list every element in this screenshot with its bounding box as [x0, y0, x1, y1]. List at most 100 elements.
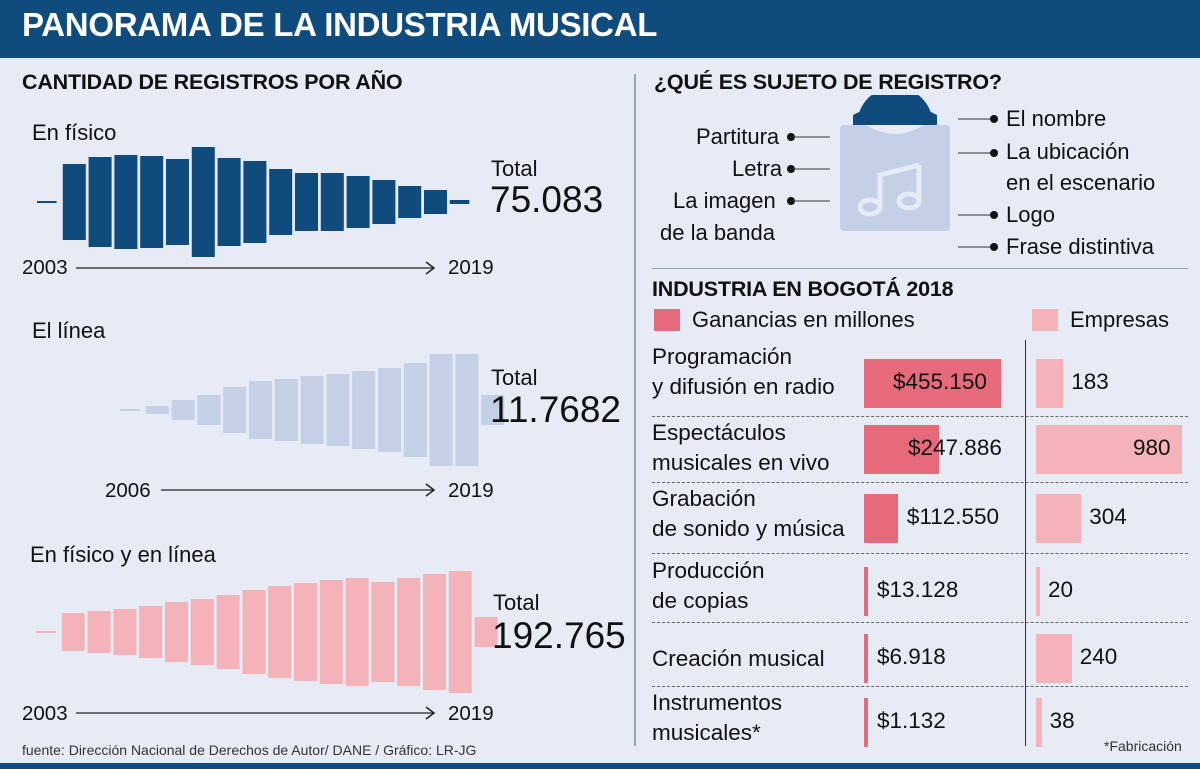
- empresas-bar: [1036, 698, 1042, 747]
- ganancias-bar: [864, 494, 898, 543]
- chart3-bar-4: [139, 606, 163, 658]
- industry-category-label: Instrumentos: [652, 690, 783, 715]
- chart3-bar-16: [448, 571, 472, 693]
- chart2-bar-10: [378, 368, 401, 452]
- chart2-bar-11: [403, 363, 427, 457]
- chart1-bar-16: [449, 200, 470, 204]
- chart1-bar-0: [37, 201, 57, 203]
- legend-empresas-swatch: [1032, 309, 1058, 331]
- reg-logo: Logo: [1006, 202, 1055, 227]
- chart2-total-value: 11.7682: [490, 389, 621, 430]
- chart2-bar-9: [352, 371, 376, 449]
- chart1-bar-12: [346, 176, 370, 228]
- chart-combined: [36, 571, 498, 693]
- chart3-end-year: 2019: [448, 702, 494, 725]
- reg-nombre: El nombre: [1006, 106, 1107, 131]
- empresas-value: 240: [1079, 644, 1118, 669]
- chart1-start-year: 2003: [22, 256, 68, 279]
- industry-category-label: de copias: [652, 588, 749, 613]
- chart2-title: El línea: [32, 318, 106, 343]
- empresas-value: 980: [1133, 435, 1171, 460]
- industry-title: INDUSTRIA EN BOGOTÁ 2018: [652, 277, 954, 301]
- empresas-bar: [1036, 494, 1082, 543]
- reg-frase: Frase distintiva: [1006, 234, 1154, 259]
- ganancias-bar: [864, 634, 868, 683]
- ganancias-value: $455.150: [893, 369, 987, 394]
- industry-category-label: musicales*: [652, 720, 761, 745]
- ganancias-bar: [864, 359, 1001, 408]
- industry-category-label: y difusión en radio: [652, 374, 835, 399]
- legend-ganancias-swatch: [654, 309, 680, 331]
- chart1-bar-4: [140, 156, 164, 248]
- chart1-bar-3: [114, 155, 138, 249]
- industry-category-label: Creación musical: [652, 646, 825, 671]
- chart3-bar-12: [345, 578, 369, 686]
- chart2-bar-1: [145, 406, 169, 414]
- page-title: PANORAMA DE LA INDUSTRIA MUSICAL: [22, 6, 658, 43]
- chart2-bar-13: [455, 354, 479, 466]
- chart2-bar-0: [120, 409, 140, 411]
- ganancias-bar: [864, 425, 939, 474]
- ganancias-value: $1.132: [877, 708, 946, 733]
- chart1-bar-11: [320, 173, 344, 231]
- industry-top-rule: [652, 268, 1188, 269]
- chart1-total-value: 75.083: [490, 179, 604, 220]
- chart1-title: En físico: [32, 120, 117, 145]
- industry-category-label: Programación: [652, 344, 793, 369]
- empresas-value: 183: [1071, 369, 1109, 394]
- chart3-bar-3: [113, 609, 137, 655]
- chart3-bar-13: [371, 582, 395, 682]
- chart3-bar-6: [190, 599, 214, 665]
- chart2-bar-4: [223, 387, 247, 433]
- industry-category-label: musicales en vivo: [652, 450, 830, 475]
- row-separator: [652, 416, 1188, 417]
- ganancias-bar: [864, 567, 868, 616]
- empresas-bar: [1036, 634, 1072, 683]
- legend-ganancias-label: Ganancias en millones: [692, 307, 915, 332]
- chart1-bar-10: [295, 173, 318, 231]
- chart2-bar-5: [249, 381, 272, 439]
- card-clip: [857, 95, 933, 125]
- chart2-end-year: 2019: [448, 479, 494, 502]
- chart2-bar-7: [300, 376, 324, 444]
- chart1-bar-1: [62, 164, 86, 240]
- left-charts-svg: [36, 147, 505, 720]
- chart2-start-year: 2006: [105, 479, 151, 502]
- chart2-bar-14: [481, 395, 505, 425]
- chart3-total-value: 192.765: [492, 615, 626, 656]
- chart2-bar-6: [274, 379, 298, 441]
- chart1-bar-9: [269, 169, 293, 235]
- chart3-start-year: 2003: [22, 702, 68, 725]
- chart1-end-year: 2019: [448, 256, 494, 279]
- chart3-bar-17: [474, 617, 498, 647]
- row-separator: [652, 686, 1188, 687]
- header-bar: [0, 0, 1200, 58]
- ganancias-value: $6.918: [877, 644, 946, 669]
- chart2-bar-12: [429, 354, 453, 466]
- chart3-bar-0: [36, 631, 56, 633]
- arrow-head-0: [425, 261, 436, 275]
- industry-category-label: Grabación: [652, 486, 756, 511]
- empresas-bar: [1036, 567, 1040, 616]
- chart3-bar-15: [423, 574, 446, 690]
- registros-title: CANTIDAD DE REGISTROS POR AÑO: [22, 70, 403, 94]
- reg-escenario: en el escenario: [1006, 170, 1156, 195]
- chart3-bar-10: [294, 583, 317, 681]
- chart3-bar-1: [61, 613, 85, 651]
- registry-title: ¿QUÉ ES SUJETO DE REGISTRO?: [654, 70, 1002, 94]
- reg-imagen: La imagen: [673, 188, 776, 213]
- chart3-bar-11: [319, 580, 343, 684]
- row-separator: [652, 482, 1188, 483]
- industry-category-label: Espectáculos: [652, 420, 786, 445]
- source-footer: fuente: Dirección Nacional de Derechos d…: [22, 742, 477, 758]
- chart-fisico: [37, 147, 470, 257]
- year-arrows: [76, 261, 436, 720]
- chart1-bar-13: [372, 180, 396, 224]
- chart1-total-label: Total: [491, 156, 538, 181]
- chart2-bar-3: [197, 395, 221, 425]
- section-divider: [634, 74, 636, 746]
- music-note-icon: [840, 125, 950, 231]
- reg-partitura: Partitura: [696, 124, 780, 149]
- empresas-value: 304: [1089, 504, 1127, 529]
- empresas-value: 20: [1048, 577, 1074, 602]
